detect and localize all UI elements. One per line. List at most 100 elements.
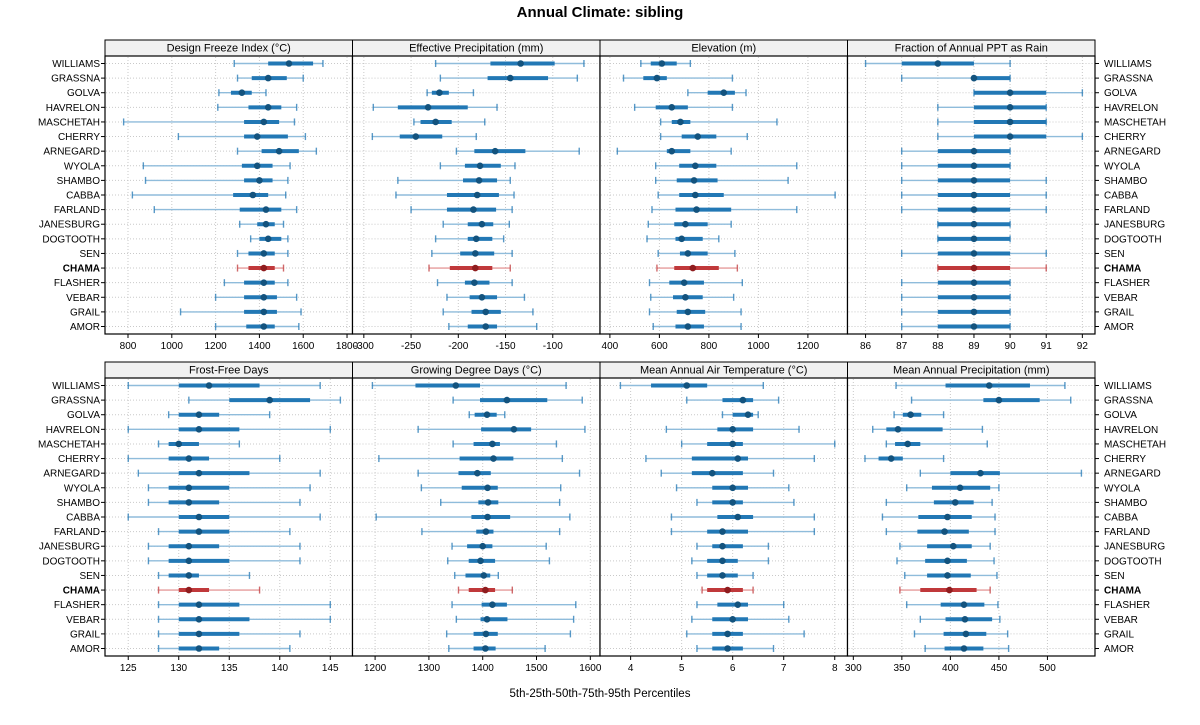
median-dot [970, 206, 978, 213]
median-dot [934, 60, 942, 67]
median-dot [471, 279, 478, 286]
median-dot [729, 440, 736, 448]
x-tick-label: 91 [1041, 341, 1053, 352]
median-dot [729, 615, 736, 623]
median-dot [503, 396, 511, 404]
median-dot [264, 104, 272, 111]
median-dot [489, 440, 496, 448]
x-tick-label: 600 [651, 341, 668, 352]
x-tick-label: 800 [701, 341, 718, 352]
median-dot [480, 572, 488, 579]
station-label-left: HAVRELON [46, 103, 100, 114]
median-dot [483, 615, 491, 623]
station-label-left: VEBAR [66, 293, 100, 304]
station-label-left: WYOLA [64, 161, 100, 172]
panel-title: Mean Annual Air Temperature (°C) [640, 365, 807, 377]
station-label-right: CABBA [1104, 513, 1138, 524]
median-dot [436, 89, 443, 97]
station-label-right: GRASSNA [1104, 396, 1153, 407]
x-tick-label: 1200 [797, 341, 820, 352]
station-label-right: JANESBURG [1104, 220, 1165, 231]
median-dot [195, 615, 203, 623]
median-dot [175, 440, 183, 448]
median-dot [970, 264, 978, 272]
median-dot [949, 542, 957, 550]
median-dot [887, 455, 895, 462]
station-label-left: JANESBURG [39, 542, 100, 553]
median-dot [904, 440, 911, 448]
median-dot [264, 74, 272, 82]
station-label-left: MASCHETAH [38, 439, 100, 450]
station-label-right: MASCHETAH [1104, 439, 1166, 450]
median-dot [482, 586, 489, 594]
median-dot [970, 177, 978, 184]
station-label-right: GRAIL [1104, 629, 1134, 640]
median-dot [474, 469, 481, 477]
median-dot [719, 528, 726, 535]
x-tick-label: 1000 [161, 341, 184, 352]
median-dot [684, 250, 692, 257]
median-dot [253, 133, 261, 140]
station-label-right: JANESBURG [1104, 542, 1165, 553]
x-tick-label: 1200 [364, 663, 387, 674]
station-label-right: VEBAR [1104, 293, 1138, 304]
median-dot [678, 235, 685, 243]
median-dot [432, 118, 439, 126]
x-tick-label: 92 [1077, 341, 1089, 352]
median-dot [260, 250, 268, 257]
median-dot [490, 455, 497, 462]
median-dot [951, 499, 959, 506]
station-label-right: DOGTOOTH [1104, 556, 1162, 567]
station-label-right: GRAIL [1104, 307, 1134, 318]
median-dot [185, 557, 193, 565]
median-dot [510, 426, 518, 433]
x-tick-label: -100 [543, 341, 563, 352]
median-dot [482, 630, 490, 638]
median-dot [724, 586, 731, 594]
median-dot [680, 279, 688, 286]
median-dot [970, 308, 978, 316]
x-tick-label: 1500 [525, 663, 548, 674]
station-label-left: WILLIAMS [52, 381, 100, 392]
median-dot [682, 220, 689, 228]
median-dot [724, 645, 731, 652]
station-label-right: FARLAND [1104, 205, 1150, 216]
median-dot [694, 133, 702, 140]
median-dot [264, 235, 272, 243]
x-tick-label: 6 [730, 663, 736, 674]
median-dot [424, 104, 432, 111]
median-dot [260, 293, 268, 301]
station-label-left: WILLIAMS [52, 59, 100, 70]
station-label-left: SEN [79, 571, 100, 582]
x-tick-label: 5 [679, 663, 685, 674]
station-label-right: GOLVA [1104, 88, 1137, 99]
median-dot [473, 191, 481, 199]
median-dot [185, 484, 193, 492]
station-label-right: SHAMBO [1104, 498, 1148, 509]
station-label-left: CHAMA [63, 264, 100, 275]
panel-title: Mean Annual Precipitation (mm) [893, 365, 1050, 377]
x-tick-label: 88 [932, 341, 944, 352]
station-label-right: SEN [1104, 249, 1125, 260]
median-dot [1006, 133, 1014, 140]
x-tick-label: -250 [401, 341, 421, 352]
median-dot [744, 411, 752, 419]
panel-title: Effective Precipitation (mm) [409, 43, 543, 55]
station-label-right: AMOR [1104, 322, 1134, 333]
median-dot [668, 147, 676, 155]
median-dot [482, 645, 489, 652]
median-dot [995, 396, 1003, 404]
station-label-left: GRAIL [70, 629, 100, 640]
x-tick-label: 8 [832, 663, 838, 674]
panel-fraction-of-annual-ppt-as-rain: Fraction of Annual PPT as Rain 86 87 88 89 90… [846, 39, 1099, 352]
median-dot [970, 293, 978, 301]
median-dot [484, 499, 492, 506]
median-dot [472, 264, 479, 272]
x-tick-label: 400 [942, 663, 959, 674]
median-dot [472, 250, 479, 257]
station-label-left: CHERRY [58, 132, 100, 143]
median-dot [985, 382, 993, 389]
station-label-left: ARNEGARD [43, 147, 100, 158]
x-tick-label: 135 [221, 663, 238, 674]
